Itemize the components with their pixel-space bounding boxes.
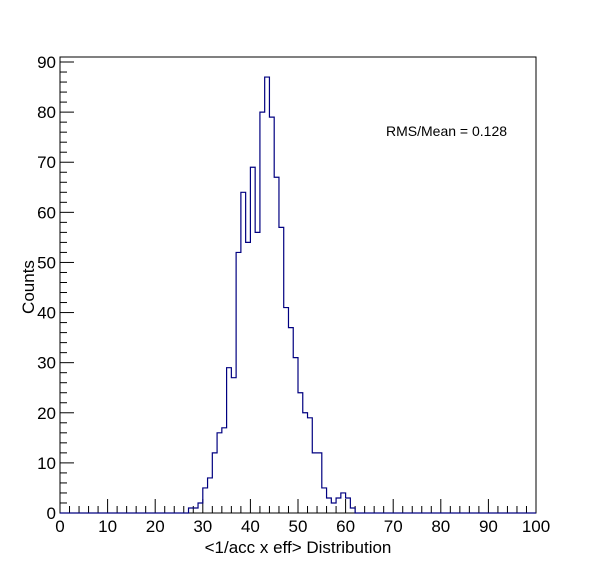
histogram-bin	[336, 498, 341, 513]
histogram-bin	[308, 418, 313, 513]
x-tick-label: 10	[98, 517, 117, 536]
histogram-bin	[227, 368, 232, 513]
x-tick-label: 90	[479, 517, 498, 536]
histogram-bin	[222, 428, 227, 513]
x-tick-label: 0	[55, 517, 64, 536]
y-tick-label: 60	[37, 203, 56, 222]
histogram-bin	[274, 177, 279, 513]
histogram-bin	[265, 77, 270, 513]
histogram-bin	[312, 453, 317, 513]
histogram-bin	[241, 192, 246, 513]
histogram-bin	[303, 413, 308, 513]
histogram-bins	[189, 77, 356, 513]
x-tick-label: 70	[384, 517, 403, 536]
histogram-bin	[284, 308, 289, 513]
rms-mean-annotation: RMS/Mean = 0.128	[386, 123, 507, 139]
histogram-bin	[203, 488, 208, 513]
histogram-bin	[350, 508, 355, 513]
y-tick-label: 70	[37, 153, 56, 172]
histogram-bin	[217, 433, 222, 513]
histogram-bin	[341, 493, 346, 513]
y-tick-label: 80	[37, 103, 56, 122]
x-tick-label: 50	[289, 517, 308, 536]
x-axis-title: <1/acc x eff> Distribution	[205, 538, 392, 557]
x-tick-label: 60	[336, 517, 355, 536]
x-tick-label: 40	[241, 517, 260, 536]
x-tick-label: 100	[522, 517, 550, 536]
y-tick-label: 10	[37, 454, 56, 473]
histogram-bin	[212, 453, 217, 513]
histogram-bin	[208, 478, 213, 513]
histogram-bin	[293, 358, 298, 513]
x-tick-label: 30	[193, 517, 212, 536]
histogram-bin	[260, 112, 265, 513]
histogram-bin	[269, 117, 274, 513]
histogram-bin	[288, 328, 293, 513]
histogram-bin	[250, 167, 255, 513]
histogram-bin	[346, 498, 351, 513]
y-tick-label: 40	[37, 304, 56, 323]
histogram-bin	[322, 488, 327, 513]
y-tick-label: 90	[37, 53, 56, 72]
histogram-bin	[327, 498, 332, 513]
histogram-bin	[317, 453, 322, 513]
histogram-bin	[331, 503, 336, 513]
x-tick-label: 20	[146, 517, 165, 536]
histogram-bin	[236, 252, 241, 513]
y-tick-label: 20	[37, 404, 56, 423]
histogram-bin	[255, 232, 260, 513]
histogram-bin	[193, 508, 198, 513]
histogram-bin	[279, 227, 284, 513]
y-tick-label: 50	[37, 253, 56, 272]
histogram-bin	[198, 503, 203, 513]
histogram-bin	[298, 393, 303, 513]
y-axis-title: Counts	[19, 260, 38, 314]
histogram-bin	[189, 508, 194, 513]
y-tick-label: 30	[37, 354, 56, 373]
x-tick-label: 80	[431, 517, 450, 536]
histogram-bin	[246, 242, 251, 513]
histogram-bin	[231, 378, 236, 513]
